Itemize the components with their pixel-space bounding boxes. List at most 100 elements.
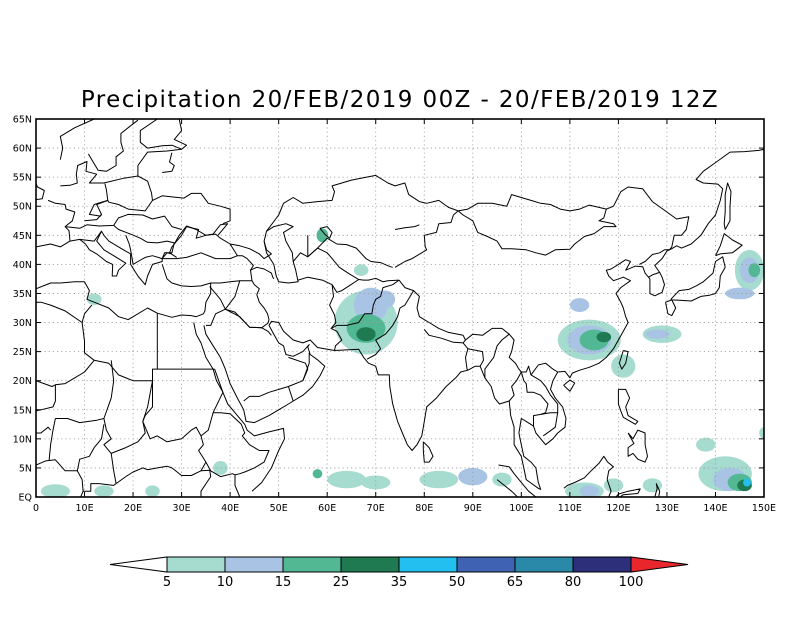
boundary-britain <box>36 182 45 201</box>
lon-tick-label: 40E <box>221 503 239 514</box>
precip-area-central-china <box>569 298 590 313</box>
boundary-border-nigeria <box>48 418 56 461</box>
coastline-and-borders <box>36 119 764 497</box>
boundary-border-kazakh-china <box>394 210 459 268</box>
precip-area-bay-of-bengal <box>492 472 512 487</box>
colorbar-level-label: 100 <box>619 575 644 590</box>
lat-tick-label: 40N <box>13 260 32 271</box>
boundary-border-afghan-pak <box>330 279 400 329</box>
lat-tick-label: 30N <box>13 318 32 329</box>
lat-tick-label: 5N <box>19 463 32 474</box>
lon-tick-label: 60E <box>318 503 336 514</box>
lon-tick-label: 70E <box>367 503 385 514</box>
boundary-border-nepal <box>423 329 466 344</box>
precip-area-micronesia <box>696 437 716 452</box>
precipitation-layer <box>40 228 764 497</box>
lon-tick-label: 150E <box>752 503 776 514</box>
boundary-border-china-russia <box>606 186 690 251</box>
boundary-border-west-africa <box>36 426 51 436</box>
colorbar-box <box>398 556 458 573</box>
boundary-sumatra-north <box>498 464 537 497</box>
boundary-border-kenya <box>200 469 212 497</box>
precip-area-new-guinea <box>743 478 751 487</box>
lon-tick-label: 10E <box>75 503 93 514</box>
lon-tick-label: 30E <box>173 503 191 514</box>
boundary-africa-west-coast <box>36 459 84 497</box>
lat-tick-label: 25N <box>13 347 32 358</box>
colorbar-level-label: 5 <box>163 575 171 590</box>
boundary-border-kazakh <box>266 174 459 232</box>
colorbar: 5 10 15 25 35 50 65 80 100 <box>109 556 689 590</box>
boundary-border-africa-2 <box>81 304 95 361</box>
lon-tick-label: 20E <box>124 503 142 514</box>
boundary-border-thai-laos <box>520 371 549 427</box>
lon-tick-label: 80E <box>415 503 433 514</box>
boundary-aral-sea <box>319 226 333 239</box>
map-frame <box>35 118 765 498</box>
boundary-border-ethiopia-2 <box>200 392 224 437</box>
precip-area-arabian-sea <box>361 475 391 490</box>
boundary-border-uzbek <box>307 235 393 268</box>
boundary-border-burma <box>508 333 558 376</box>
precip-area-east-china-sea <box>645 329 670 339</box>
boundary-red-sea-west <box>193 322 285 492</box>
boundary-border-pak-india <box>366 279 415 360</box>
boundary-border-korea-dmz <box>648 272 660 278</box>
boundary-hainan <box>563 379 576 392</box>
boundary-border-iran-east <box>297 276 343 351</box>
colorbar-box <box>224 556 284 573</box>
boundary-border-iran <box>250 266 275 280</box>
colorbar-over-triangle <box>630 556 689 573</box>
boundary-italy-boot <box>79 230 127 277</box>
boundary-hokkaido <box>715 233 743 257</box>
precip-area-south-china <box>596 331 612 343</box>
colorbar-level-label: 65 <box>507 575 524 590</box>
boundary-black-sea-north <box>173 223 229 245</box>
lon-tick-label: 110E <box>558 503 582 514</box>
boundary-border-iraq <box>224 280 270 329</box>
boundary-northern-europe <box>60 119 183 187</box>
boundary-border-caucasus <box>230 240 272 260</box>
boundary-border-yemen <box>287 386 294 402</box>
precip-area-hindu-kush <box>353 264 369 277</box>
boundary-arabia-coast <box>203 148 764 490</box>
precip-area-indochina-coast <box>579 485 599 497</box>
map-title: Precipitation 20/FEB/2019 00Z - 20/FEB/2… <box>81 87 719 113</box>
map-area <box>36 119 764 497</box>
colorbar-box <box>166 556 226 573</box>
lon-tick-label: 120E <box>606 503 630 514</box>
colorbar-box <box>282 556 342 573</box>
boundary-border-saudi <box>225 308 272 336</box>
boundary-border-nigeria-cam <box>76 424 105 471</box>
colorbar-level-label: 25 <box>333 575 350 590</box>
boundary-border-eu-4 <box>88 183 109 217</box>
boundary-border-africa-1 <box>36 359 215 387</box>
boundary-border-turkey-east <box>210 255 254 284</box>
boundary-border-mongolia <box>457 194 617 256</box>
boundary-border-oman <box>302 352 310 381</box>
axis-ticks <box>35 118 765 498</box>
boundary-border-sudan <box>125 380 207 478</box>
boundary-borneo <box>563 455 614 497</box>
precip-area-pakistan-afghanistan <box>356 327 376 342</box>
boundary-luzon <box>617 388 639 425</box>
lat-tick-label: 65N <box>13 115 32 126</box>
lat-tick-label: 60N <box>13 144 32 155</box>
colorbar-box <box>514 556 574 573</box>
lon-tick-label: 140E <box>703 503 727 514</box>
lon-tick-label: 90E <box>464 503 482 514</box>
precip-area-equatorial-africa <box>40 484 70 497</box>
colorbar-box <box>572 556 632 573</box>
longitude-axis-labels: 0 10E 20E 30E 40E 50E 60E 70E 80E 90E 100E 110E 120E… <box>33 503 776 514</box>
boundary-border-korea <box>639 249 670 265</box>
boundary-border-india-china <box>413 290 510 378</box>
colorbar-boxes <box>109 556 689 573</box>
colorbar-level-label: 80 <box>565 575 582 590</box>
boundary-philippines-south <box>627 429 648 463</box>
boundary-border-eu-1 <box>47 199 76 242</box>
colorbar-box <box>340 556 400 573</box>
lat-tick-label: 45N <box>13 231 32 242</box>
boundary-border-turkey <box>161 252 173 259</box>
colorbar-level-label: 35 <box>391 575 408 590</box>
